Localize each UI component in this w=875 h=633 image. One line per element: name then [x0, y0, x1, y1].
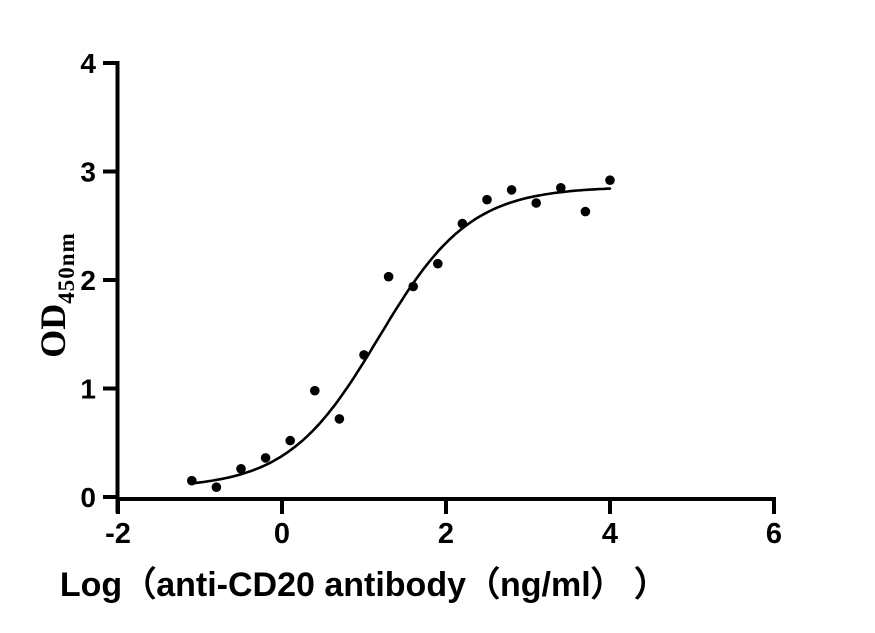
y-axis-title-main: OD [33, 304, 73, 358]
data-point [187, 475, 197, 486]
data-point [285, 435, 296, 446]
data-point [408, 281, 419, 292]
data-point [433, 258, 443, 269]
x-axis-ticks [116, 500, 776, 514]
data-point [310, 385, 320, 396]
y-axis-ticks [103, 61, 118, 499]
x-tick-label: 6 [766, 518, 782, 550]
x-tick-label: 4 [602, 518, 618, 550]
x-axis-title: Log（anti-CD20 antibody（ng/ml） ） [60, 565, 668, 604]
y-tick-label: 2 [80, 265, 96, 296]
data-point [260, 453, 271, 463]
y-tick-label: 4 [80, 48, 96, 79]
data-point [531, 198, 541, 208]
data-point [334, 414, 345, 424]
data-point [457, 218, 468, 229]
y-axis-title: OD450nm [33, 232, 79, 357]
x-axis-tick-labels: -2 0 2 4 6 [105, 518, 782, 550]
data-point [383, 271, 394, 282]
data-point [556, 183, 566, 193]
y-axis-title-subscript: 450nm [54, 232, 79, 303]
data-point [211, 482, 222, 493]
data-point [506, 185, 517, 195]
y-tick-label: 0 [80, 482, 96, 513]
x-tick-label: 0 [274, 518, 290, 550]
data-point [359, 350, 369, 360]
data-points [187, 175, 615, 493]
y-tick-label: 3 [80, 157, 96, 188]
x-tick-label: -2 [105, 518, 131, 550]
fit-curve [188, 187, 612, 485]
data-point [236, 464, 246, 474]
data-point [482, 194, 492, 205]
y-tick-label: 1 [80, 374, 96, 405]
data-point [605, 175, 615, 185]
y-axis-tick-labels: 0 1 2 3 4 [80, 48, 96, 513]
data-point [580, 206, 591, 217]
x-tick-label: 2 [438, 518, 454, 550]
